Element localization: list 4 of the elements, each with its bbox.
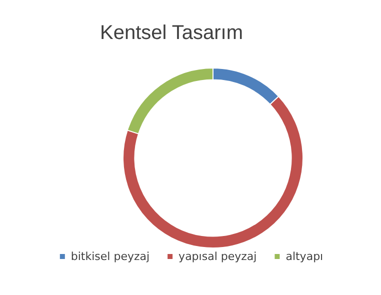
chart-title: Kentsel Tasarım [100,22,244,44]
legend-label: altyapı [286,250,324,263]
legend-label: yapısal peyzaj [178,250,257,263]
legend-label: bitkisel peyzaj [70,250,150,263]
